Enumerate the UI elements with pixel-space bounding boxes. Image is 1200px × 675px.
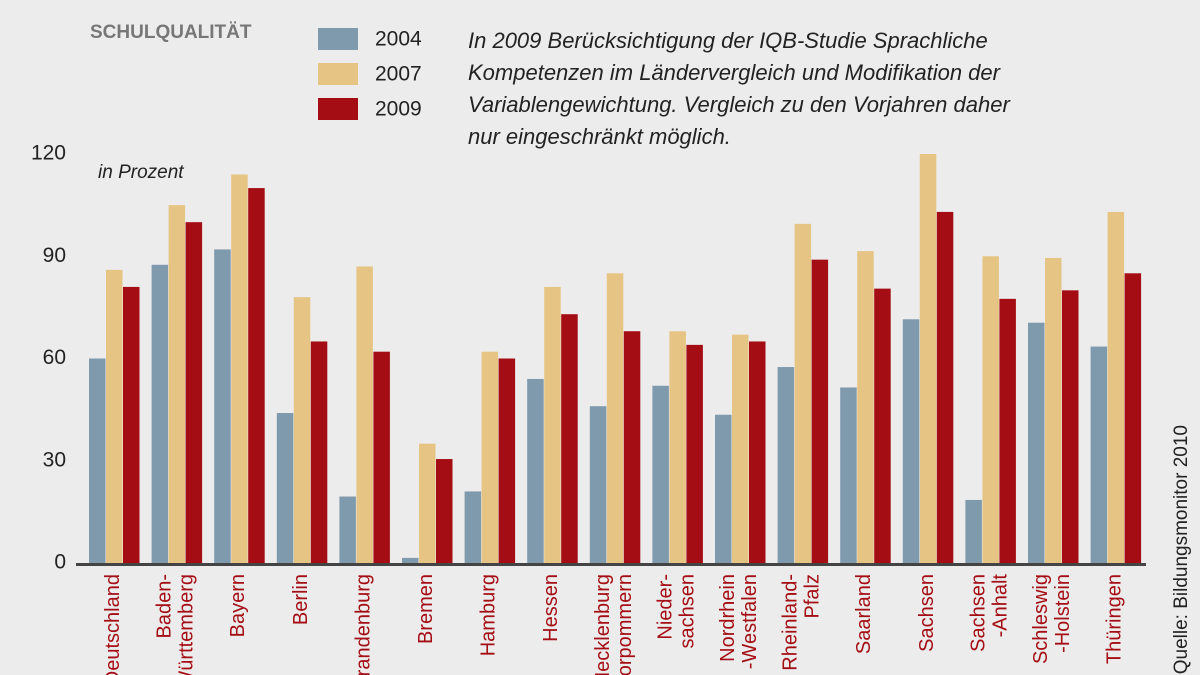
bar	[732, 334, 749, 563]
bar	[857, 251, 874, 563]
bar	[1028, 322, 1045, 563]
bar	[811, 259, 829, 563]
bar	[527, 378, 544, 563]
x-tick-label: Deutschland	[102, 574, 124, 675]
x-tick-label: Hamburg	[478, 574, 500, 656]
baseline	[76, 563, 1146, 566]
bar	[310, 341, 328, 563]
x-tick-label: Pfalz	[802, 574, 824, 618]
bar	[1045, 257, 1062, 563]
bar	[185, 222, 203, 563]
bar	[561, 314, 578, 563]
source: Quelle: Bildungsmonitor 2010	[1171, 425, 1192, 674]
y-axis-label: in Prozent	[98, 162, 184, 183]
legend-swatch	[318, 63, 358, 85]
legend-label: 2004	[375, 28, 422, 51]
chart-title: SCHULQUALITÄT	[90, 22, 252, 43]
bar	[652, 385, 669, 563]
bar	[339, 496, 356, 563]
bar	[214, 249, 231, 563]
bar	[999, 298, 1016, 563]
x-tick-label: Württemberg	[176, 574, 198, 675]
x-tick-label: -Holstein	[1052, 574, 1074, 653]
x-tick-label: Sachsen	[916, 574, 938, 652]
bar	[902, 319, 920, 563]
note-line: Variablengewichtung. Vergleich zu den Vo…	[468, 92, 1011, 117]
x-tick-label: Berlin	[290, 574, 312, 625]
bar	[419, 443, 436, 563]
x-tick-label: Thüringen	[1104, 574, 1126, 664]
bar	[248, 188, 265, 564]
legend-label: 2009	[375, 98, 422, 121]
bar	[606, 273, 624, 563]
x-tick-label: sachsen	[676, 574, 698, 649]
bar	[544, 286, 561, 563]
bar	[715, 414, 732, 563]
bar	[669, 331, 686, 563]
bar	[464, 491, 482, 563]
y-tick-label: 120	[31, 142, 66, 165]
x-tick-label: -Westfalen	[739, 574, 761, 669]
bar	[106, 269, 123, 563]
bar	[965, 499, 982, 563]
bar	[589, 406, 607, 563]
bar	[794, 223, 812, 563]
x-tick-label: Nordrhein	[717, 574, 739, 662]
y-tick-label: 30	[43, 448, 66, 471]
bar	[402, 557, 419, 563]
legend-label: 2007	[375, 63, 422, 86]
bar	[481, 351, 499, 563]
bar	[168, 205, 186, 563]
x-tick-label: -Vorpommern	[614, 574, 636, 675]
note-line: nur eingeschränkt möglich.	[468, 124, 731, 149]
bar	[276, 413, 294, 563]
y-tick-label: 60	[43, 346, 66, 369]
bar	[293, 297, 311, 563]
bar	[356, 266, 373, 563]
x-tick-label: Mecklenburg	[592, 574, 614, 675]
x-tick-label: Bayern	[227, 574, 249, 637]
bar	[231, 174, 248, 563]
note-line: In 2009 Berücksichtigung der IQB-Studie …	[468, 28, 988, 53]
bar	[1107, 211, 1125, 564]
x-tick-label: -Anhalt	[989, 574, 1011, 638]
bar	[151, 264, 169, 563]
bar	[777, 367, 795, 563]
bar	[919, 154, 937, 563]
legend-swatch	[318, 98, 358, 120]
bar	[436, 459, 453, 563]
bar	[623, 331, 641, 563]
bar	[1090, 346, 1108, 563]
bar	[749, 341, 766, 563]
bar	[498, 358, 516, 563]
x-tick-label: Saarland	[853, 574, 875, 654]
note-line: Kompetenzen im Ländervergleich und Modif…	[468, 60, 1002, 85]
x-tick-label: Bremen	[415, 574, 437, 644]
bar	[936, 211, 954, 564]
y-tick-label: 90	[43, 244, 66, 267]
legend-swatch	[318, 28, 358, 50]
bar	[1062, 290, 1079, 563]
x-tick-label: Schleswig	[1030, 574, 1052, 664]
x-tick-label: Baden-	[154, 574, 176, 639]
bar	[123, 286, 140, 563]
bar	[1124, 273, 1142, 563]
bar	[373, 351, 390, 563]
x-tick-label: Brandenburg	[352, 574, 374, 675]
x-tick-label: Sachsen	[967, 574, 989, 652]
x-tick-label: Nieder-	[654, 574, 676, 640]
bar	[874, 288, 891, 563]
bar	[982, 256, 999, 563]
x-tick-label: Rheinland-	[780, 574, 802, 671]
bar	[686, 344, 703, 563]
bar	[840, 387, 857, 563]
x-tick-label: Hessen	[540, 574, 562, 642]
bar	[89, 358, 106, 563]
y-tick-label: 0	[54, 551, 66, 574]
